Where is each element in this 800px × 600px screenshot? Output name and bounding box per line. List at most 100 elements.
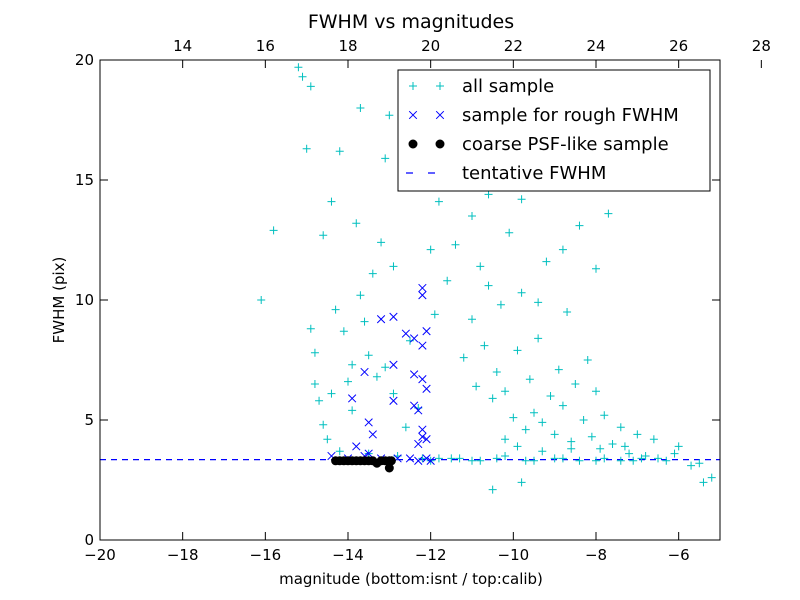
y-tick-label: 10 [75, 291, 94, 309]
all-sample-point [530, 456, 538, 465]
all-sample-point [501, 435, 510, 444]
all-sample-point [389, 262, 398, 271]
top-x-tick-label: 14 [173, 37, 192, 55]
rough-fwhm-point [405, 454, 415, 463]
all-sample-point [310, 380, 319, 388]
top-x-tick-label: 16 [256, 37, 275, 55]
all-sample-point [558, 245, 567, 254]
x-tick-label: −18 [167, 546, 199, 564]
rough-fwhm-point [422, 435, 431, 444]
all-sample-point [616, 456, 625, 465]
all-sample-point [509, 413, 518, 422]
all-sample-point [356, 104, 365, 112]
rough-fwhm-point [418, 283, 427, 293]
all-sample-point [501, 452, 510, 460]
all-sample-point [571, 380, 580, 388]
axes-layer: −20 −18 −16 −14 −12 −10 −8 −6 0 5 10 15 20 14 16 18 20 22… [75, 37, 771, 564]
all-sample-point [513, 346, 522, 355]
all-sample-point [484, 190, 493, 199]
all-sample-point [476, 262, 485, 271]
top-x-tick-label: 24 [586, 37, 605, 55]
all-sample-point [567, 444, 576, 453]
all-sample-point [468, 315, 476, 324]
x-tick-label: −14 [332, 546, 364, 564]
rough-fwhm-point [347, 394, 357, 403]
all-sample-point [649, 435, 658, 444]
all-sample-point [447, 454, 456, 463]
y-tick-label: 0 [84, 531, 94, 549]
all-sample-point [319, 420, 328, 429]
all-sample-point [538, 447, 547, 456]
all-sample-point [592, 264, 600, 273]
x-tick-label: −8 [585, 546, 607, 564]
all-sample-point [492, 454, 501, 463]
all-sample-point [629, 456, 638, 465]
all-sample-point [517, 288, 526, 297]
all-sample-point [348, 406, 357, 415]
rough-fwhm-point [389, 396, 398, 405]
top-x-tick-label: 28 [752, 37, 771, 55]
all-sample-point [637, 454, 646, 463]
all-sample-point [406, 336, 414, 345]
legend-entry-tentative-fwhm-label: tentative FWHM [462, 163, 606, 184]
all-sample-point [476, 456, 485, 465]
all-sample-point [567, 437, 576, 446]
all-sample-point [306, 82, 315, 91]
all-sample-point [707, 473, 716, 482]
all-sample-point [505, 228, 514, 237]
all-sample-point [385, 111, 394, 120]
all-sample-point [538, 418, 547, 427]
legend-entry-sample-for-rough-fwhm-marker [435, 110, 445, 120]
all-sample-point [364, 351, 373, 360]
legend-entry-coarse-psf-like-sample-label: coarse PSF-like sample [462, 134, 669, 155]
x-tick-label: −16 [250, 546, 282, 564]
all-sample-point [352, 219, 361, 228]
all-sample-point [319, 231, 328, 240]
rough-fwhm-point [352, 442, 361, 451]
all-sample-point [608, 440, 617, 448]
all-sample-point [592, 387, 600, 396]
all-sample-point [348, 360, 357, 369]
rough-fwhm-point [418, 291, 427, 300]
rough-fwhm-point [401, 329, 411, 338]
all-sample-point [310, 348, 319, 357]
top-x-tick-label: 20 [421, 37, 440, 55]
all-sample-point [604, 209, 613, 218]
all-sample-point [558, 454, 567, 463]
x-tick-label: −10 [498, 546, 530, 564]
psf-like-point [384, 463, 394, 473]
all-sample-point [625, 449, 634, 458]
rough-fwhm-point [418, 341, 427, 350]
all-sample-point [488, 485, 497, 494]
all-sample-point [517, 195, 526, 204]
legend-entry-all-sample-label: all sample [462, 76, 554, 97]
rough-fwhm-point [409, 370, 419, 379]
rough-fwhm-point [422, 327, 431, 336]
all-sample-point [327, 197, 336, 206]
all-sample-point [356, 291, 365, 300]
all-sample-point [381, 363, 390, 372]
all-sample-point [294, 63, 303, 72]
all-sample-point [600, 411, 609, 420]
all-sample-point [550, 454, 559, 463]
x-tick-label: −20 [84, 546, 116, 564]
all-sample-point [592, 456, 600, 465]
all-sample-point [641, 452, 650, 460]
all-sample-point [418, 454, 427, 463]
all-sample-point [335, 147, 344, 156]
all-sample-point [575, 456, 584, 465]
x-tick-label: −6 [668, 546, 690, 564]
all-sample-point [654, 454, 662, 463]
all-sample-point [426, 245, 435, 254]
all-sample-point [616, 423, 625, 432]
all-sample-point [546, 392, 555, 400]
all-sample-point [600, 454, 609, 463]
all-sample-point [695, 459, 704, 468]
all-sample-point [389, 389, 398, 398]
rough-fwhm-point [364, 449, 373, 458]
y-tick-label: 15 [75, 171, 94, 189]
legend-entry-coarse-psf-like-sample-marker [408, 139, 418, 149]
rough-fwhm-point [409, 334, 419, 343]
rough-fwhm-point [376, 315, 386, 324]
all-sample-point [480, 341, 489, 350]
